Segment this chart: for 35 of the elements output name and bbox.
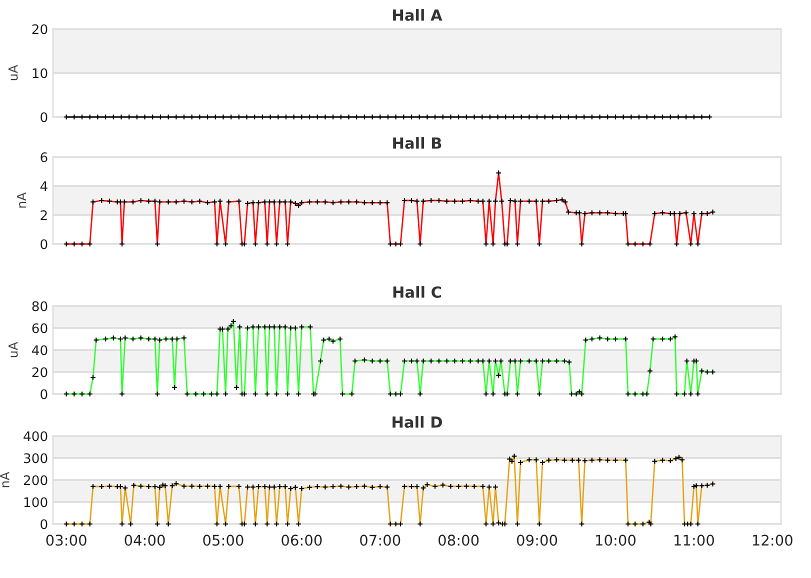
y-tick-label: 60 — [32, 323, 48, 334]
y-tick-label: 0 — [40, 112, 48, 122]
y-axis-title: nA — [16, 192, 26, 208]
y-tick-label: 2 — [40, 210, 47, 220]
x-tick-label: 10:00 — [596, 534, 636, 546]
y-tick-label: 80 — [32, 301, 48, 312]
y-tick-label: 300 — [24, 453, 48, 464]
x-tick-label: 03:00 — [46, 534, 86, 546]
y-tick-label: 40 — [32, 345, 48, 356]
y-axis-title: uA — [8, 64, 18, 80]
y-tick-label: 100 — [24, 497, 48, 508]
y-tick-label: 0 — [40, 239, 48, 250]
chart-title: Hall B — [393, 137, 442, 149]
x-tick-label: 05:00 — [203, 534, 244, 546]
y-tick-label: 6 — [40, 152, 48, 162]
y-tick-label: 20 — [32, 24, 48, 34]
x-tick-label: 07:00 — [360, 534, 400, 546]
x-tick-label: 12:00 — [752, 534, 792, 546]
y-tick-label: 10 — [32, 68, 48, 78]
y-tick-label: 200 — [24, 475, 48, 486]
x-tick-label: 04:00 — [124, 534, 165, 546]
x-tick-label: 09:00 — [516, 534, 558, 546]
chart-title: Hall A — [393, 9, 442, 21]
y-tick-label: 4 — [40, 181, 48, 192]
y-tick-label: 400 — [24, 431, 48, 442]
chart-title: Hall C — [393, 286, 442, 298]
y-axis-title: nA — [0, 472, 10, 488]
y-axis-title: uA — [8, 342, 18, 358]
x-tick-label: 06:00 — [282, 534, 322, 546]
y-tick-label: 0 — [40, 389, 48, 400]
x-tick-label: 11:00 — [674, 534, 714, 546]
chart-title: Hall D — [392, 416, 442, 428]
y-tick-label: 20 — [32, 367, 48, 378]
y-tick-label: 0 — [40, 519, 48, 530]
x-tick-label: 08:00 — [438, 534, 479, 546]
